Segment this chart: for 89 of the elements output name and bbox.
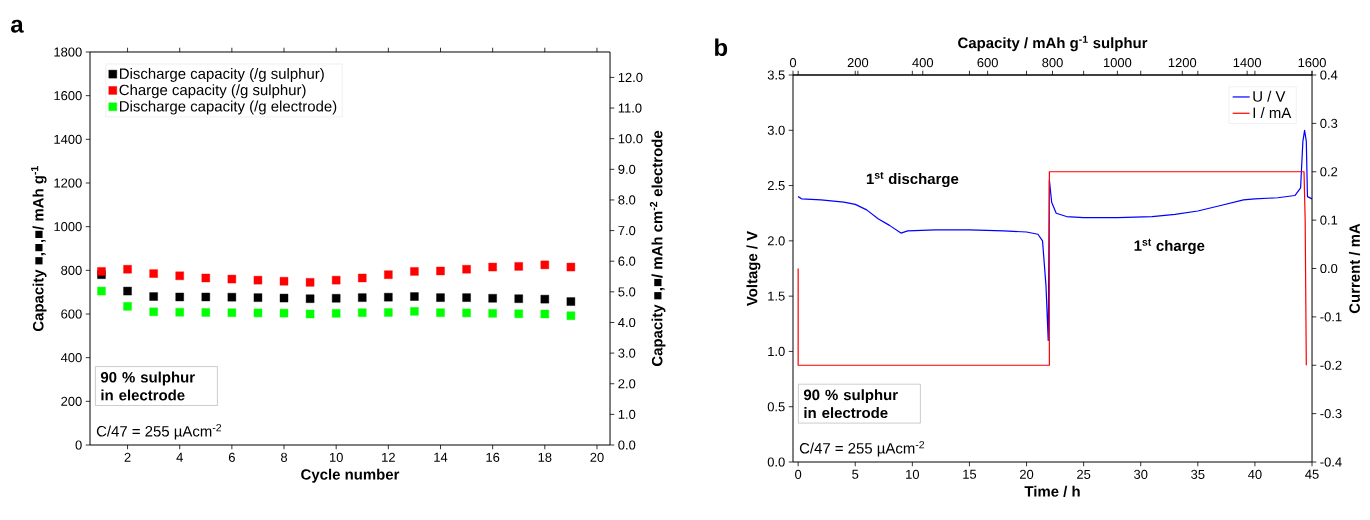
y2-tick-label: 10.0 <box>618 134 643 144</box>
y-tick-label: 1000 <box>54 222 82 232</box>
legend-label: Charge capacity (/g sulphur) <box>119 84 306 99</box>
y-axis-title: Voltage / V <box>746 230 761 307</box>
y2-tick-label: 9.0 <box>618 164 636 174</box>
y2-tick-label: -0.4 <box>1320 457 1342 467</box>
y2-axis-title: Capacity ■,■/ mAh cm$^{-2}$ electrode <box>649 130 666 367</box>
y2-tick-label: 0.2 <box>1320 167 1338 177</box>
x-tick-label: 6 <box>228 452 235 462</box>
y2-tick-label: 0.1 <box>1320 215 1338 225</box>
annotation: C/47 = 255 µAcm$^{-2}$ <box>799 440 925 457</box>
y-tick-label: 0 <box>75 440 82 450</box>
y-tick-label: 2.5 <box>767 180 785 191</box>
y2-tick-label: 0.3 <box>1320 118 1338 128</box>
chart-title: b <box>715 38 728 56</box>
y-tick-label: 1600 <box>54 91 82 101</box>
x-tick-label: 40 <box>1248 469 1262 479</box>
x-tick-label: 12 <box>382 452 395 462</box>
y-tick-label: 1.5 <box>768 291 785 301</box>
y2-tick-label: 11.0 <box>618 103 642 113</box>
y-tick-label: 3.0 <box>767 125 785 135</box>
x2-tick-label: 1400 <box>1233 58 1262 68</box>
y-tick-label: 800 <box>61 265 82 275</box>
y2-tick-label: -0.3 <box>1320 409 1342 419</box>
annotation: C/47 = 255 µAcm$^{-2}$ <box>96 423 222 440</box>
legend-label: U / V <box>1253 90 1286 102</box>
x2-tick-label: 400 <box>912 58 934 68</box>
x-tick-label: 20 <box>590 452 604 462</box>
annotation: 90 % sulphur in electrode <box>100 371 195 401</box>
y2-axis-title: Current / mA <box>1348 223 1361 314</box>
y2-tick-label: 1.0 <box>618 409 636 419</box>
x2-tick-label: 0 <box>789 58 797 68</box>
y-tick-label: 0.5 <box>767 402 785 412</box>
x-axis-title: Time / h <box>1024 485 1080 497</box>
y2-tick-label: 8.0 <box>618 195 636 205</box>
x-tick-label: 10 <box>329 452 343 462</box>
x2-axis-title: Capacity / mAh g$^{-1}$ sulphur <box>958 35 1148 52</box>
x-tick-label: 16 <box>486 452 500 462</box>
y-tick-label: 1400 <box>54 134 82 144</box>
x-tick-label: 5 <box>852 469 859 479</box>
y-tick-label: 1200 <box>54 178 82 188</box>
y-tick-label: 1.0 <box>768 346 785 357</box>
y2-tick-label: 0.4 <box>1320 70 1338 80</box>
x-tick-label: 10 <box>906 469 920 479</box>
y-tick-label: 200 <box>61 396 82 406</box>
x2-tick-label: 600 <box>977 58 998 68</box>
x-tick-label: 45 <box>1305 469 1319 479</box>
x2-tick-label: 1600 <box>1298 58 1326 68</box>
x2-tick-label: 1000 <box>1103 58 1132 68</box>
y-tick-label: 0.0 <box>767 457 785 467</box>
x-tick-label: 15 <box>963 469 977 479</box>
y-tick-label: 400 <box>60 353 82 363</box>
legend-label: Discharge capacity (/g electrode) <box>120 100 337 115</box>
x-tick-label: 0 <box>795 469 802 479</box>
annotation: 90 % sulphur in electrode <box>803 389 898 419</box>
y2-tick-label: 0.0 <box>1320 263 1338 274</box>
y-tick-label: 2.0 <box>767 236 785 246</box>
y2-tick-label: 2.0 <box>618 379 636 389</box>
y-tick-label: 1800 <box>54 47 82 57</box>
y-axis-title: Capacity ■,■,■/ mAh g$^{-1}$ <box>31 166 47 332</box>
x-tick-label: 25 <box>1077 469 1091 479</box>
y-tick-label: 3.5 <box>767 70 785 80</box>
x-tick-label: 14 <box>434 452 448 462</box>
y2-tick-label: 12.0 <box>618 72 643 82</box>
x2-tick-label: 800 <box>1042 58 1063 68</box>
y2-tick-label: 3.0 <box>618 348 636 358</box>
y2-tick-label: -0.2 <box>1320 360 1342 370</box>
annotation: 1$^{st}$ discharge <box>866 171 959 188</box>
x2-tick-label: 1200 <box>1168 58 1197 68</box>
x-tick-label: 8 <box>280 452 288 462</box>
x-axis-title: Cycle number <box>301 468 400 483</box>
legend-label: Discharge capacity (/g sulphur) <box>120 67 324 82</box>
y2-tick-label: 6.0 <box>618 256 636 266</box>
y2-tick-label: 0.0 <box>618 440 636 450</box>
x-tick-label: 18 <box>538 452 552 462</box>
y2-tick-label: 7.0 <box>618 225 636 236</box>
x-tick-label: 4 <box>176 452 183 462</box>
chart-title: a <box>11 19 24 33</box>
annotation: 1$^{st}$ charge <box>1134 238 1205 255</box>
y2-tick-label: -0.1 <box>1320 312 1342 322</box>
y2-tick-label: 5.0 <box>618 287 636 297</box>
x-tick-label: 20 <box>1019 469 1034 479</box>
y-tick-label: 600 <box>61 309 82 319</box>
y2-tick-label: 4.0 <box>618 317 636 328</box>
legend-label: I / mA <box>1253 107 1292 119</box>
x2-tick-label: 200 <box>847 58 869 68</box>
x-tick-label: 35 <box>1191 469 1205 479</box>
x-tick-label: 30 <box>1134 469 1148 479</box>
x-tick-label: 2 <box>124 452 131 462</box>
